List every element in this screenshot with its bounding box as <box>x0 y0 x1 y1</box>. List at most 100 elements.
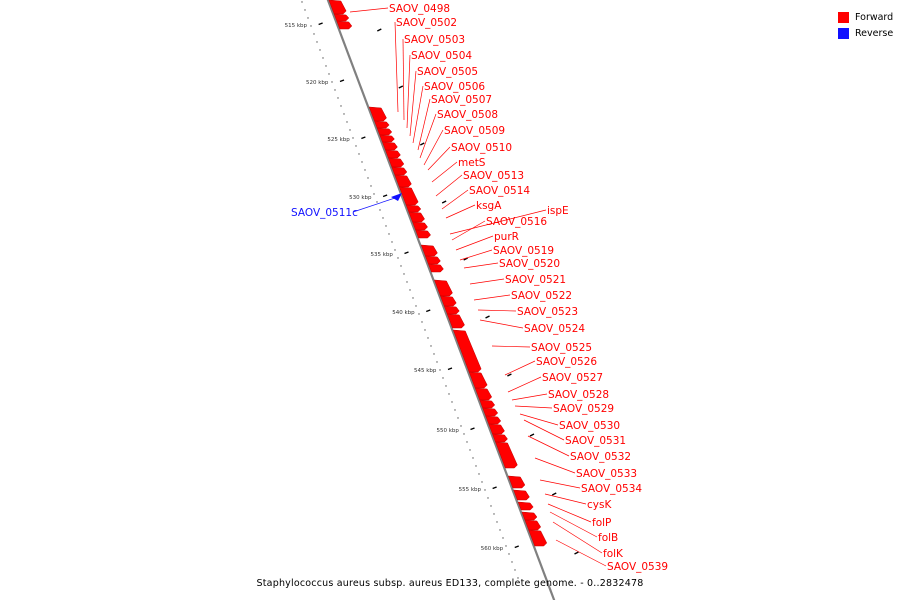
gene-label: SAOV_0528 <box>548 389 609 401</box>
forward-gene <box>443 305 460 315</box>
label-leader <box>514 405 553 409</box>
guide-dot <box>442 377 444 379</box>
gene-label: SAOV_0508 <box>437 109 498 121</box>
tick-label: 535 kbp <box>371 252 394 258</box>
guide-dot <box>505 545 507 547</box>
forward-gene <box>488 423 505 435</box>
gene-label: SAOV_0511c <box>291 207 358 219</box>
label-leader <box>549 511 598 538</box>
guide-dot <box>358 153 360 155</box>
guide-dot <box>499 529 501 531</box>
label-leader <box>459 249 493 261</box>
label-leader <box>555 539 607 567</box>
backbone-line <box>326 0 556 600</box>
guide-dot <box>463 433 465 435</box>
gene-label: SAOV_0532 <box>570 451 631 463</box>
forward-gene <box>440 295 457 307</box>
guide-dot <box>334 89 336 91</box>
gene-label: cysK <box>587 499 612 511</box>
forward-gene <box>521 511 538 521</box>
guide-dot <box>388 233 390 235</box>
guide-dot <box>316 41 318 43</box>
guide-dot <box>514 569 516 571</box>
guide-dot <box>301 1 303 3</box>
forward-gene <box>328 0 347 15</box>
tick-mark <box>447 367 453 371</box>
forward-gene <box>420 244 438 257</box>
guide-dot <box>322 57 324 59</box>
guide-dot <box>481 481 483 483</box>
guide-dot <box>427 337 429 339</box>
tick-label: 525 kbp <box>327 137 350 143</box>
guide-dot <box>493 513 495 515</box>
tick-label: 540 kbp <box>392 310 415 316</box>
gene-label: SAOV_0523 <box>517 306 578 318</box>
guide-dot <box>478 473 480 475</box>
gene-label: SAOV_0524 <box>524 323 585 335</box>
label-leader <box>445 204 476 219</box>
tick-mark <box>404 251 409 255</box>
label-leader <box>504 360 536 376</box>
forward-gene <box>495 441 518 469</box>
label-leader <box>477 309 517 312</box>
gene-label: SAOV_0527 <box>542 372 603 384</box>
label-leader <box>419 113 437 159</box>
forward-gene <box>374 120 390 129</box>
guide-dot <box>328 73 330 75</box>
forward-gene <box>434 279 453 297</box>
guide-dot <box>379 209 381 211</box>
guide-dot <box>403 273 405 275</box>
forward-gene <box>399 186 419 206</box>
label-leader <box>527 435 570 457</box>
guide-dot <box>430 345 432 347</box>
tick-mark <box>463 257 468 261</box>
label-leader <box>451 220 486 241</box>
forward-gene <box>428 263 444 273</box>
label-leader <box>435 174 463 197</box>
forward-gene <box>474 387 493 401</box>
legend-item-forward: Forward <box>838 9 893 25</box>
guide-dot <box>409 289 411 291</box>
label-leader <box>473 294 511 301</box>
label-leader <box>523 419 565 441</box>
gene-label: SAOV_0506 <box>424 81 485 93</box>
guide-dot <box>496 521 498 523</box>
guide-dot <box>460 425 462 427</box>
guide-dot <box>412 297 414 299</box>
gene-label: SAOV_0513 <box>463 170 524 182</box>
label-leader <box>394 21 399 113</box>
guide-dot <box>511 561 513 563</box>
guide-dot <box>385 225 387 227</box>
forward-gene <box>492 433 508 443</box>
gene-label: folK <box>603 548 624 560</box>
forward-gene <box>376 127 393 136</box>
tick-mark <box>529 433 535 437</box>
legend-item-reverse: Reverse <box>838 25 893 41</box>
gene-label: SAOV_0503 <box>404 34 465 46</box>
forward-gene <box>385 149 401 159</box>
guide-dot <box>373 193 375 195</box>
label-leader <box>349 7 389 13</box>
forward-gene <box>333 13 350 22</box>
label-leader <box>409 70 417 137</box>
tick-label: 530 kbp <box>349 195 372 201</box>
guide-dot <box>391 241 393 243</box>
guide-dot <box>433 353 435 355</box>
gene-label: metS <box>458 157 486 169</box>
legend-label-forward: Forward <box>855 11 894 23</box>
reverse-gene <box>391 193 402 201</box>
tick-label: 545 kbp <box>414 368 437 374</box>
tick-mark <box>470 427 475 431</box>
guide-dot <box>397 257 399 259</box>
label-leader <box>417 98 431 151</box>
label-leader <box>441 189 469 210</box>
forward-gene <box>368 106 387 122</box>
gene-label: SAOV_0514 <box>469 185 530 197</box>
gene-label: SAOV_0529 <box>553 403 614 415</box>
gene-label: SAOV_0504 <box>411 50 472 62</box>
guide-dot <box>490 505 492 507</box>
guide-dot <box>364 169 366 171</box>
tick-mark <box>551 492 557 496</box>
tick-mark <box>485 315 490 319</box>
forward-swatch <box>838 11 849 23</box>
